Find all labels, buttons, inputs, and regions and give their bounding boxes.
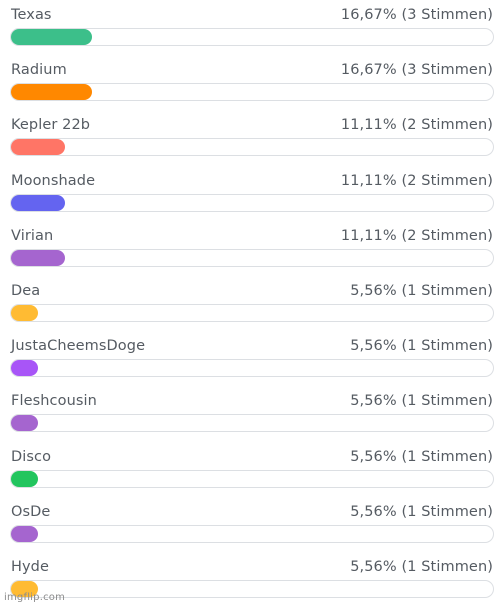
- option-label-row: OsDe 5,56% (1 Stimmen): [11, 501, 493, 523]
- option-label-row: Moonshade 11,11% (2 Stimmen): [11, 170, 493, 192]
- poll-option: Texas 16,67% (3 Stimmen): [0, 0, 500, 55]
- option-bar-fill: [11, 360, 39, 377]
- option-bar-fill: [11, 139, 65, 156]
- option-result: 5,56% (1 Stimmen): [350, 503, 493, 520]
- option-result: 11,11% (2 Stimmen): [340, 227, 493, 244]
- option-label-row: Virian 11,11% (2 Stimmen): [11, 225, 493, 247]
- poll-option: Virian 11,11% (2 Stimmen): [0, 221, 500, 276]
- poll-option: Moonshade 11,11% (2 Stimmen): [0, 166, 500, 221]
- option-bar-fill: [11, 194, 65, 211]
- option-bar-track: [10, 83, 494, 102]
- poll-option: Radium 16,67% (3 Stimmen): [0, 55, 500, 110]
- option-label-row: Dea 5,56% (1 Stimmen): [11, 280, 493, 302]
- option-result: 5,56% (1 Stimmen): [350, 448, 493, 465]
- option-name: Virian: [11, 227, 54, 244]
- option-bar-fill: [11, 249, 65, 266]
- watermark: imgflip.com: [4, 592, 66, 603]
- option-result: 5,56% (1 Stimmen): [350, 393, 493, 410]
- poll-option: JustaCheemsDoge 5,56% (1 Stimmen): [0, 331, 500, 386]
- option-bar-track: [10, 580, 494, 598]
- option-bar-track: [10, 304, 494, 322]
- option-bar-fill: [11, 415, 39, 432]
- option-bar-track: [10, 359, 494, 378]
- option-result: 16,67% (3 Stimmen): [340, 62, 493, 79]
- option-label-row: Kepler 22b 11,11% (2 Stimmen): [11, 114, 493, 136]
- option-bar-fill: [11, 470, 39, 487]
- option-name: Disco: [11, 448, 52, 465]
- option-bar-fill: [11, 581, 39, 597]
- option-bar-track: [10, 248, 494, 267]
- option-name: Kepler 22b: [11, 117, 91, 134]
- option-bar-fill: [11, 525, 39, 542]
- poll-option: Kepler 22b 11,11% (2 Stimmen): [0, 110, 500, 165]
- option-result: 11,11% (2 Stimmen): [340, 117, 493, 134]
- option-name: Texas: [11, 7, 52, 23]
- option-result: 5,56% (1 Stimmen): [350, 338, 493, 355]
- poll-option: Hyde 5,56% (1 Stimmen): [0, 552, 500, 607]
- option-label-row: Disco 5,56% (1 Stimmen): [11, 446, 493, 468]
- poll-option: Disco 5,56% (1 Stimmen): [0, 442, 500, 497]
- option-bar-fill: [11, 305, 39, 321]
- option-name: Moonshade: [11, 172, 96, 189]
- option-bar-track: [10, 524, 494, 543]
- option-name: Dea: [11, 283, 41, 299]
- option-bar-track: [10, 138, 494, 157]
- option-result: 5,56% (1 Stimmen): [350, 559, 493, 575]
- option-name: Radium: [11, 62, 67, 79]
- poll-option: OsDe 5,56% (1 Stimmen): [0, 497, 500, 552]
- option-result: 16,67% (3 Stimmen): [340, 7, 493, 23]
- poll-option: Fleshcousin 5,56% (1 Stimmen): [0, 386, 500, 441]
- poll-option: Dea 5,56% (1 Stimmen): [0, 276, 500, 331]
- option-result: 5,56% (1 Stimmen): [350, 283, 493, 299]
- option-bar-track: [10, 469, 494, 488]
- option-label-row: JustaCheemsDoge 5,56% (1 Stimmen): [11, 335, 493, 357]
- option-name: Hyde: [11, 559, 50, 575]
- option-label-row: Radium 16,67% (3 Stimmen): [11, 59, 493, 81]
- option-name: OsDe: [11, 503, 51, 520]
- option-label-row: Hyde 5,56% (1 Stimmen): [11, 556, 493, 578]
- option-bar-track: [10, 28, 494, 46]
- option-bar-track: [10, 414, 494, 433]
- option-name: Fleshcousin: [11, 393, 97, 410]
- option-label-row: Texas 16,67% (3 Stimmen): [11, 4, 493, 26]
- option-bar-fill: [11, 84, 92, 101]
- option-bar-track: [10, 193, 494, 212]
- option-name: JustaCheemsDoge: [11, 338, 146, 355]
- option-label-row: Fleshcousin 5,56% (1 Stimmen): [11, 390, 493, 412]
- option-result: 11,11% (2 Stimmen): [340, 172, 493, 189]
- option-bar-fill: [11, 29, 92, 45]
